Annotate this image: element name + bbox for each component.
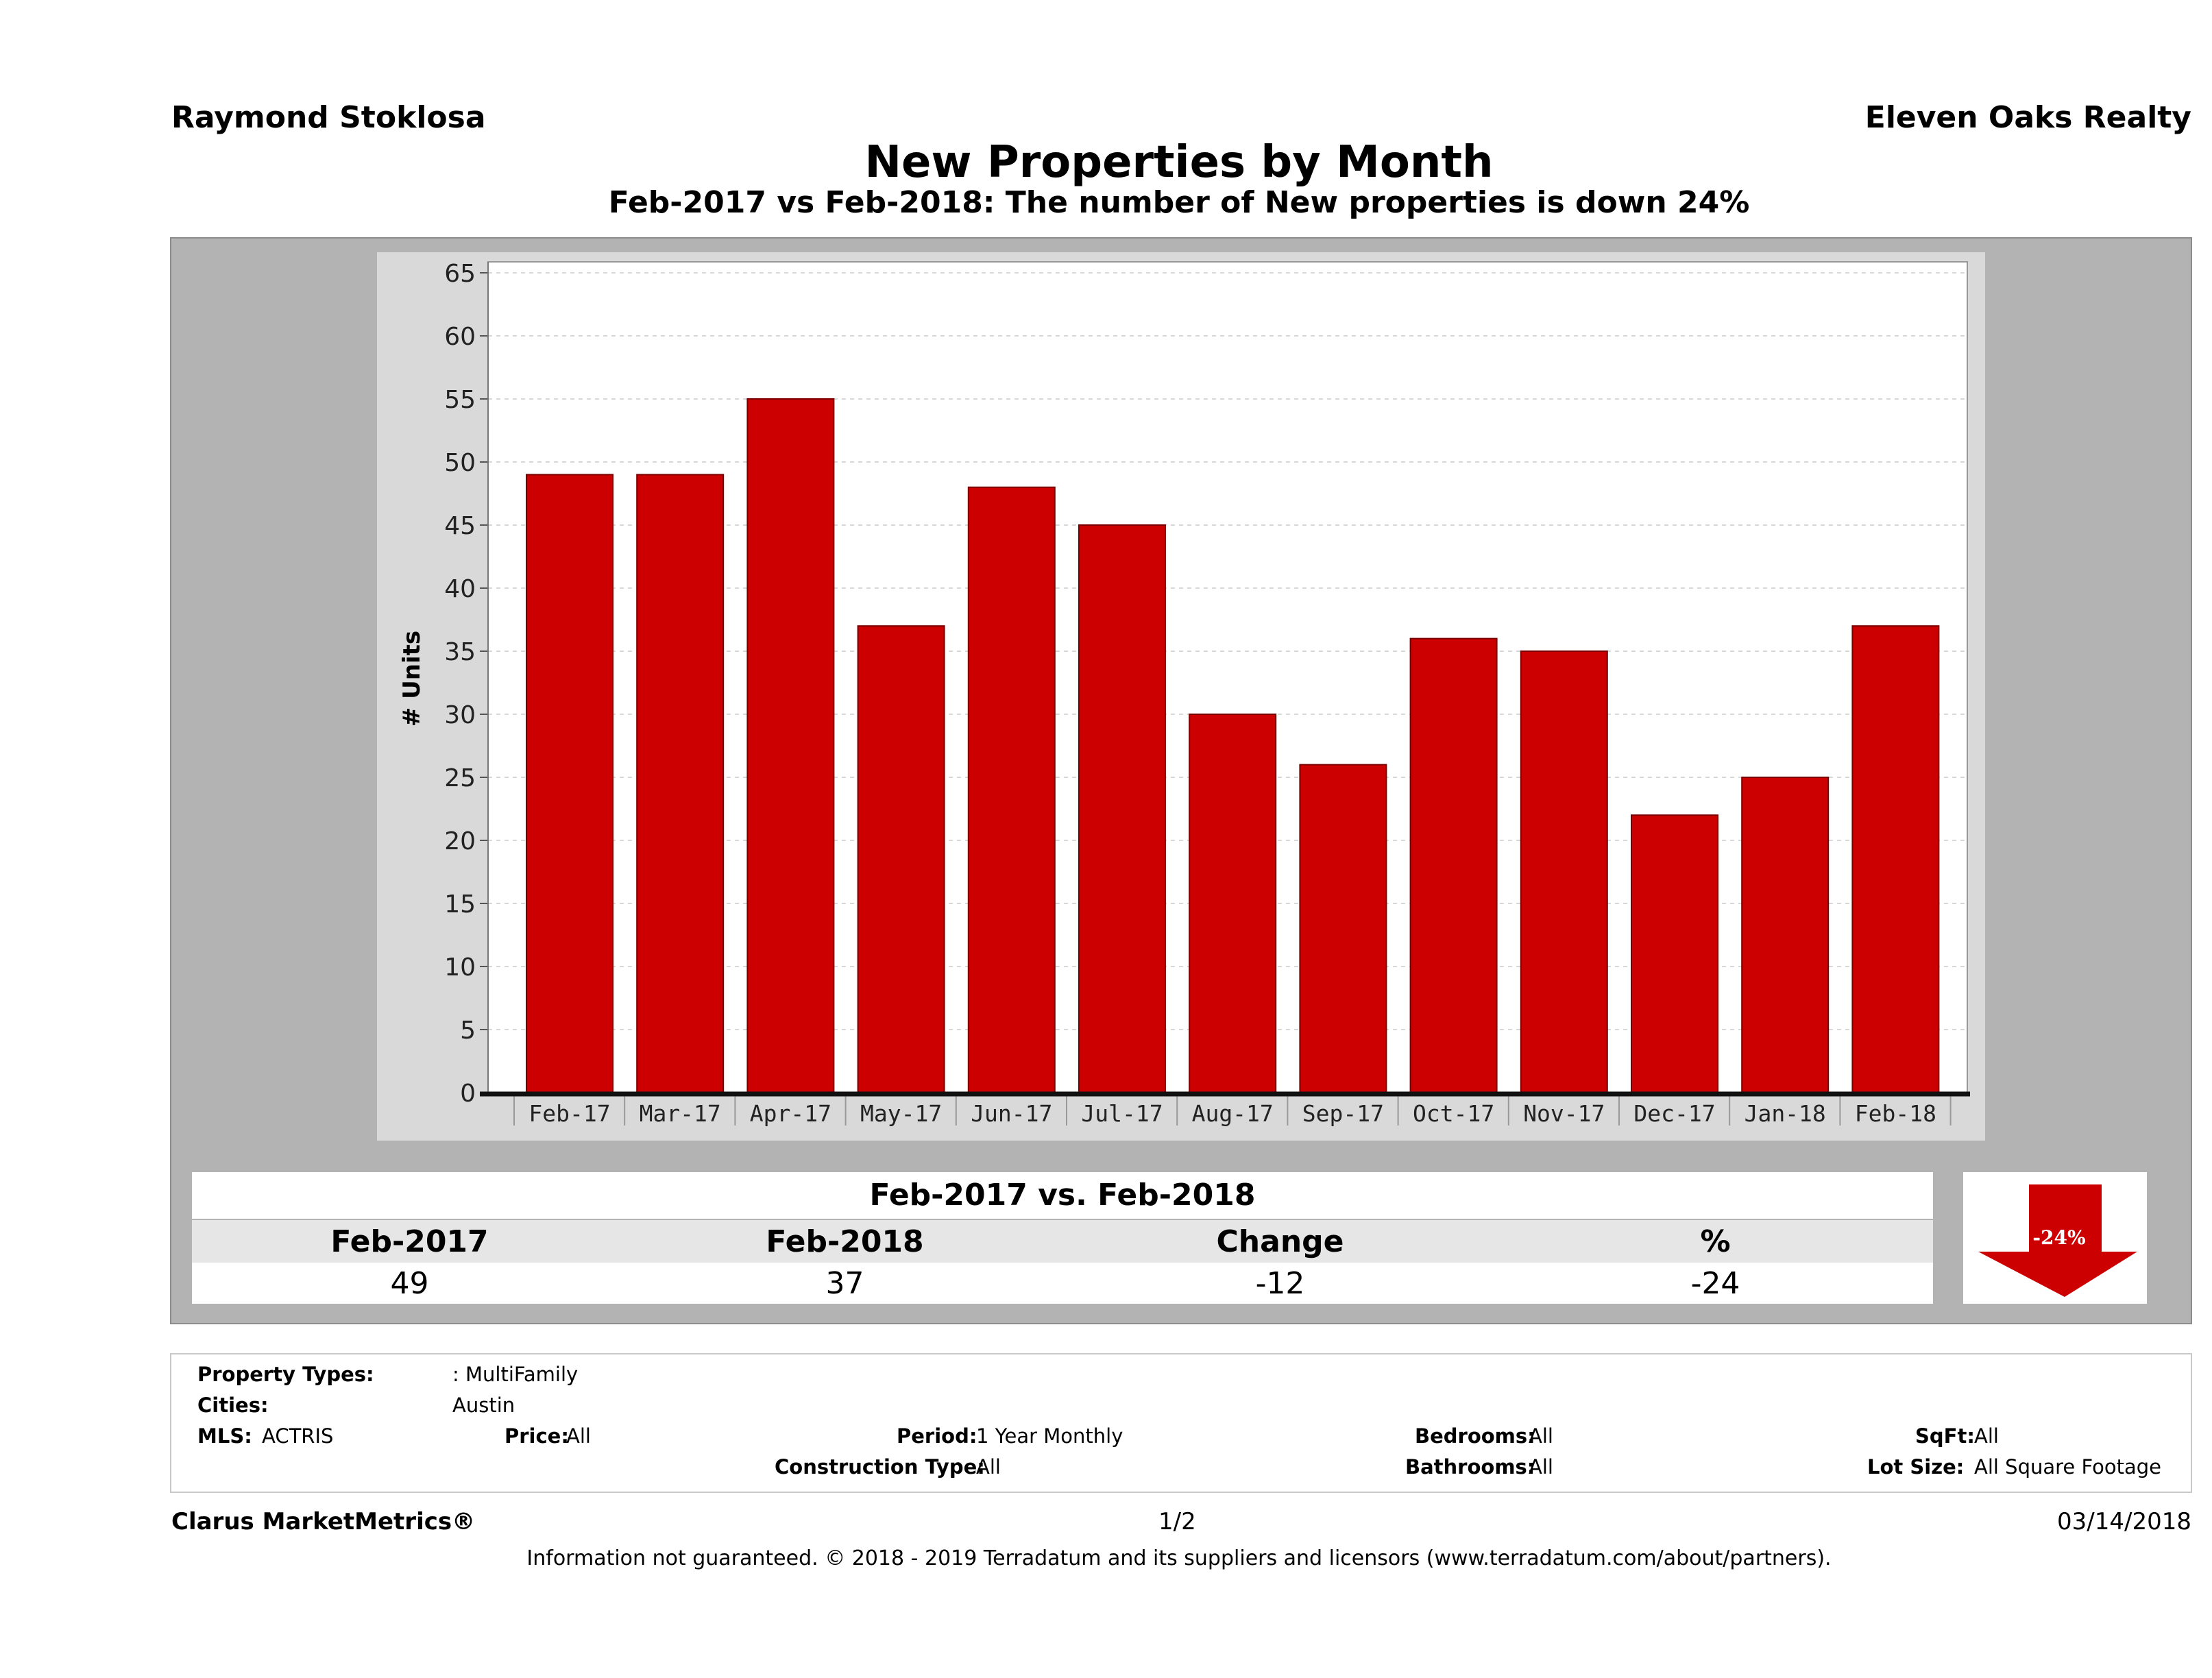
disclaimer: Information not guaranteed. © 2018 - 201… — [526, 1546, 1832, 1570]
bar — [636, 474, 725, 1093]
construction-type-label: Construction Type: — [775, 1455, 985, 1479]
cities-label: Cities: — [197, 1394, 269, 1417]
bar — [1851, 625, 1940, 1093]
period-value: 1 Year Monthly — [976, 1424, 1123, 1448]
column-header: Feb-2017 — [330, 1224, 489, 1259]
x-tick-label: Jul-17 — [1081, 1100, 1163, 1127]
y-axis-label: # Units — [398, 631, 426, 727]
bar — [746, 398, 835, 1093]
page-number: 1/2 — [1158, 1508, 1196, 1535]
y-tick-label: 50 — [444, 449, 476, 477]
bar — [1409, 637, 1498, 1093]
y-tick-label: 60 — [444, 323, 476, 351]
sqft-label: SqFt: — [1915, 1424, 1975, 1448]
bar — [857, 625, 945, 1093]
y-tick-label: 30 — [444, 701, 476, 729]
column-header: Feb-2018 — [766, 1224, 924, 1259]
y-tick-label: 40 — [444, 575, 476, 603]
value-cell: -24 — [1690, 1265, 1740, 1301]
y-tick-label: 5 — [460, 1017, 476, 1045]
bar — [1078, 524, 1166, 1093]
report-date: 03/14/2018 — [2057, 1508, 2191, 1535]
value-cell: 37 — [825, 1265, 864, 1301]
cities-value: Austin — [452, 1394, 515, 1417]
agent-name: Raymond Stoklosa — [171, 100, 486, 135]
column-header: Change — [1216, 1224, 1344, 1259]
price-label: Price: — [505, 1424, 569, 1448]
bathrooms-label: Bathrooms: — [1405, 1455, 1535, 1479]
value-cell: 49 — [390, 1265, 429, 1301]
chart-subtitle: Feb-2017 vs Feb-2018: The number of New … — [608, 185, 1750, 220]
x-tick-label: Dec-17 — [1633, 1100, 1715, 1127]
bar — [1631, 814, 1718, 1093]
chart-title: New Properties by Month — [864, 137, 1494, 188]
bathrooms-value: All — [1529, 1455, 1553, 1479]
x-tick-label: May-17 — [860, 1100, 942, 1127]
bars — [526, 398, 1940, 1093]
y-tick-label: 65 — [444, 260, 476, 288]
column-header: % — [1700, 1224, 1731, 1259]
lot-size-label: Lot Size: — [1867, 1455, 1965, 1479]
company-name: Eleven Oaks Realty — [1864, 100, 2191, 135]
property-types-label: Property Types: — [197, 1363, 374, 1386]
y-tick-label: 15 — [444, 890, 476, 919]
x-tick-label: Jan-18 — [1745, 1100, 1826, 1127]
x-tick-label: Sep-17 — [1302, 1100, 1384, 1127]
y-tick-label: 55 — [444, 386, 476, 414]
period-label: Period: — [897, 1424, 977, 1448]
comparison-table: Feb-2017 vs. Feb-2018 Feb-2017 Feb-2018 … — [192, 1172, 1933, 1304]
property-types-value: : MultiFamily — [452, 1363, 579, 1386]
footer-brand: Clarus MarketMetrics® — [171, 1508, 476, 1535]
bar — [967, 486, 1056, 1093]
x-tick-label: Mar-17 — [640, 1100, 721, 1127]
bar — [1299, 764, 1387, 1093]
bar — [1741, 777, 1830, 1093]
bedrooms-label: Bedrooms: — [1415, 1424, 1535, 1448]
y-tick-label: 10 — [444, 953, 476, 982]
x-tick-label: Feb-17 — [528, 1100, 610, 1127]
comparison-values: 49 37 -12 -24 — [192, 1263, 1933, 1304]
mls-value: ACTRIS — [262, 1424, 334, 1448]
x-tick-label: Apr-17 — [750, 1100, 831, 1127]
bar — [1520, 650, 1608, 1093]
x-tick-label: Feb-18 — [1855, 1100, 1936, 1127]
y-tick-label: 25 — [444, 764, 476, 792]
mls-label: MLS: — [197, 1424, 252, 1448]
bedrooms-value: All — [1529, 1424, 1553, 1448]
x-tick-label: Oct-17 — [1413, 1100, 1494, 1127]
change-badge-label: -24% — [2032, 1226, 2085, 1249]
bar — [1189, 714, 1277, 1093]
y-tick-label: 0 — [460, 1080, 476, 1108]
x-tick-label: Aug-17 — [1192, 1100, 1274, 1127]
filter-summary: Property Types: : MultiFamily Cities: Au… — [170, 1353, 2192, 1493]
y-tick-label: 20 — [444, 827, 476, 855]
x-tick-label: Nov-17 — [1523, 1100, 1605, 1127]
sqft-value: All — [1974, 1424, 1999, 1448]
lot-size-value: All Square Footage — [1974, 1455, 2162, 1479]
comparison-heading: Feb-2017 vs. Feb-2018 — [192, 1172, 1933, 1219]
price-value: All — [566, 1424, 591, 1448]
y-tick-label: 45 — [444, 512, 476, 540]
axes: 0 5 10 15 20 25 30 35 40 45 50 55 60 65 Feb-17 Mar-17 Ap… — [444, 260, 1970, 1127]
down-arrow-icon: -24% — [1978, 1184, 2137, 1297]
value-cell: -12 — [1255, 1265, 1305, 1301]
bar — [526, 474, 613, 1093]
comparison-column-headers: Feb-2017 Feb-2018 Change % — [192, 1220, 1933, 1263]
construction-type-value: All — [976, 1455, 1001, 1479]
x-tick-label: Jun-17 — [971, 1100, 1052, 1127]
y-tick-label: 35 — [444, 638, 476, 666]
change-badge: -24% — [1963, 1172, 2147, 1304]
